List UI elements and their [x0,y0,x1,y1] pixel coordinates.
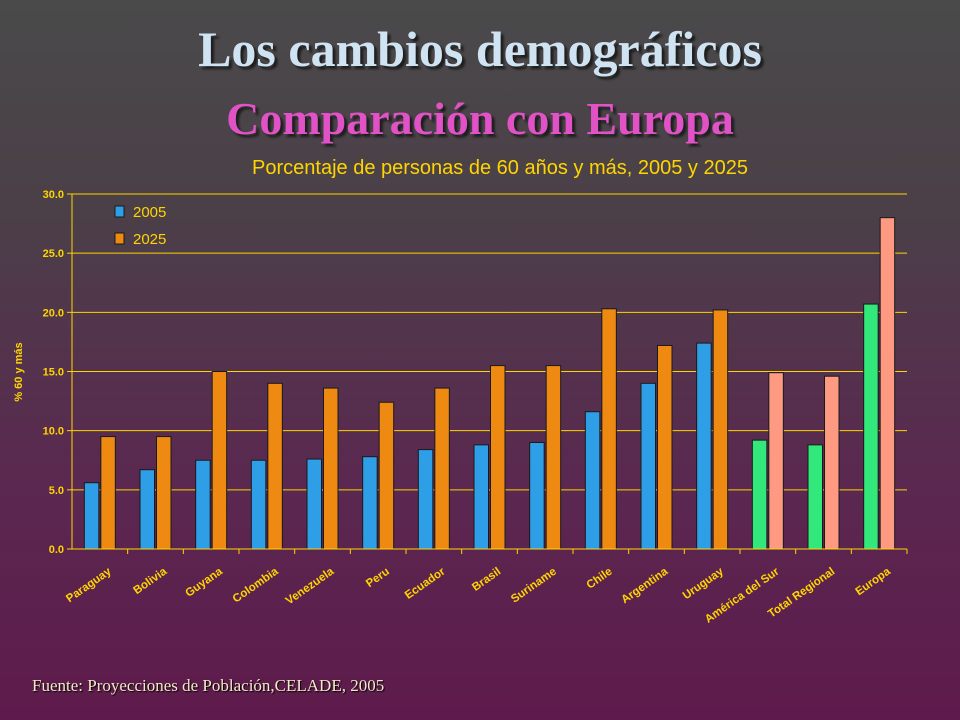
y-tick-label: 0.0 [49,544,64,556]
y-tick-label: 30.0 [43,189,64,201]
y-tick-label: 15.0 [43,367,64,379]
x-tick-labels: Paraguay Bolivia Guyana Colombia Venezuela Pe… [64,565,893,625]
bar-2005-chile [584,411,601,550]
bar-2005-bolivia [139,469,155,550]
y-tick-label: 10.0 [43,426,64,438]
x-tick-label: Paraguay [64,565,114,605]
x-tick-label: Suriname [509,566,559,606]
legend-label-2005: 2005 [133,204,166,221]
x-tick-label: Peru [364,566,392,591]
bar-2005-américa-del-sur [751,439,768,550]
bar-2005-brasil [473,444,489,550]
bar-2005-ecuador [417,449,434,550]
bar-2025-europa [879,217,896,550]
legend-swatch-2025 [114,232,125,245]
x-tick-label: Uruguay [681,565,727,602]
bar-2025-bolivia [156,436,172,550]
bar-2025-paraguay [100,436,116,550]
slide-title: Los cambios demográficos [198,21,762,77]
x-tick-label: Brasil [470,566,503,594]
y-tick-label: 5.0 [49,485,64,497]
bar-2025-suriname [545,365,562,550]
x-tick-label: Chile [585,566,615,592]
bar-2005-paraguay [83,482,100,550]
legend-label-2025: 2025 [133,231,166,248]
legend-swatch-2005 [114,205,125,218]
y-tick-label: 25.0 [43,248,64,260]
y-axis-label: % 60 y más [13,342,25,401]
bar-2025-ecuador [434,387,450,550]
bar-2025-colombia [267,382,283,550]
source-note: Fuente: Proyecciones de Población,CELADE… [32,676,385,695]
slide-subtitle: Comparación con Europa [226,93,734,144]
bar-2005-guyana [195,459,211,550]
bar-2005-uruguay [696,342,712,550]
x-tick-label: Bolivia [131,565,169,597]
bar-2005-total-regional [807,444,823,550]
bar-2005-peru [362,456,378,550]
axes [67,193,908,554]
bar-2025-brasil [490,365,506,550]
x-tick-label: Colombia [231,565,281,605]
x-tick-label: Guyana [183,565,225,599]
chart-title: Porcentaje de personas de 60 años y más,… [252,157,748,179]
bar-2005-venezuela [306,458,322,550]
bar-2025-venezuela [323,387,339,550]
bar-2005-suriname [529,442,545,550]
x-tick-label: Ecuador [403,565,448,602]
x-tick-label: Venezuela [284,565,337,607]
bar-2025-argentina [657,344,673,550]
y-tick-label: 20.0 [43,307,64,319]
y-tick-labels: 0.0 5.0 10.0 15.0 20.0 25.0 30.0 [43,189,64,556]
bar-2025-uruguay [712,309,729,550]
x-tick-label: Europa [854,565,894,598]
bar-2025-américa-del-sur [768,372,784,550]
x-tick-label: Argentina [619,565,670,606]
bars [83,217,896,550]
bar-2005-argentina [640,382,656,550]
bar-2025-guyana [211,371,228,550]
legend: 2005 2025 [114,204,166,248]
bar-2025-total-regional [824,375,840,550]
bar-2025-chile [601,308,617,550]
bar-2025-peru [378,401,395,550]
bar-2005-colombia [250,459,267,550]
bar-2005-europa [863,303,879,550]
